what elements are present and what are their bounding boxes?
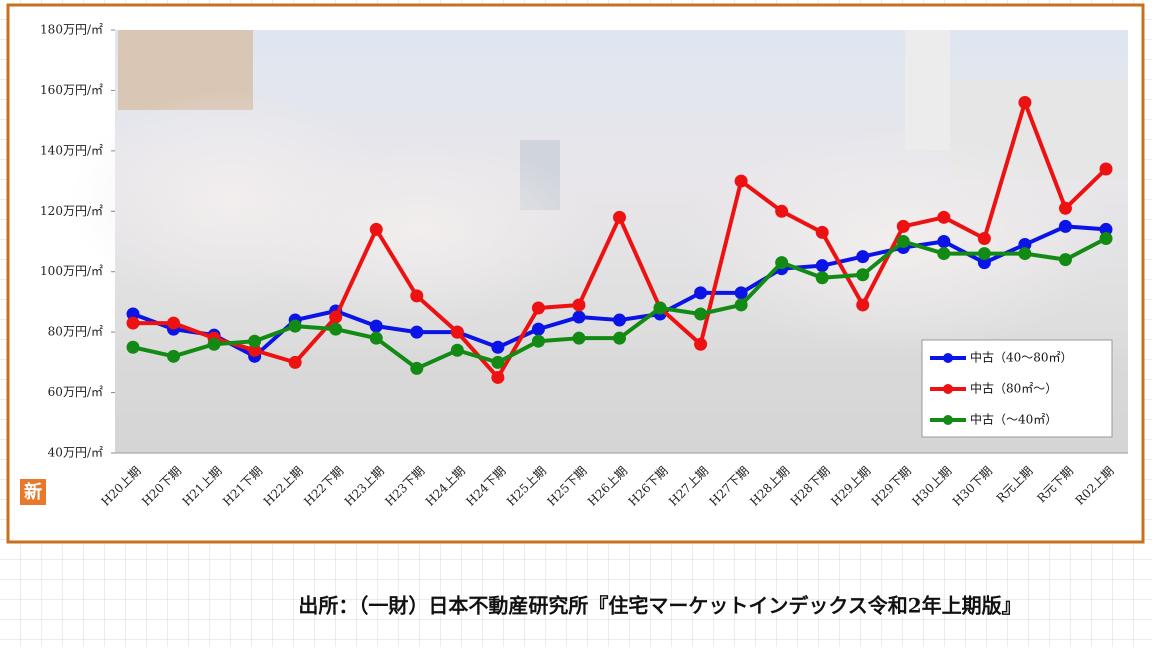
data-point <box>288 319 302 333</box>
data-point <box>491 355 505 369</box>
legend-marker <box>943 415 953 425</box>
data-point <box>491 370 505 384</box>
data-point <box>694 286 708 300</box>
data-point <box>1099 222 1113 236</box>
data-point <box>937 247 951 261</box>
legend-marker <box>943 353 953 363</box>
data-point <box>491 340 505 354</box>
data-point <box>167 316 181 330</box>
data-point <box>329 310 343 324</box>
data-point <box>734 174 748 188</box>
data-point <box>126 316 140 330</box>
y-tick-label: 80万円/㎡ <box>48 325 103 339</box>
data-point <box>410 325 424 339</box>
data-point <box>369 319 383 333</box>
data-point <box>329 322 343 336</box>
data-point <box>896 235 910 248</box>
y-tick-label: 60万円/㎡ <box>48 385 103 399</box>
data-point <box>1018 247 1032 261</box>
data-point <box>977 247 991 261</box>
data-point <box>613 210 626 224</box>
data-point <box>937 210 951 224</box>
data-point <box>288 355 302 369</box>
data-point <box>977 256 991 270</box>
data-point <box>450 343 464 357</box>
data-point <box>896 219 910 233</box>
data-point <box>410 361 424 375</box>
legend-label: 中古（40～80㎡） <box>970 350 1073 365</box>
data-point <box>1018 96 1032 110</box>
data-point <box>734 298 748 312</box>
y-tick-label: 140万円/㎡ <box>40 143 103 157</box>
y-tick-label: 180万円/㎡ <box>40 23 103 37</box>
data-point <box>531 301 545 315</box>
data-point <box>531 334 545 348</box>
data-point <box>613 331 626 345</box>
data-point <box>572 298 586 312</box>
y-tick-label: 100万円/㎡ <box>40 264 103 278</box>
data-point <box>369 331 383 345</box>
y-tick-label: 120万円/㎡ <box>40 204 103 218</box>
data-point <box>977 231 991 245</box>
data-point <box>572 331 586 345</box>
data-point <box>694 337 708 351</box>
data-point <box>1099 162 1113 176</box>
data-point <box>248 343 262 357</box>
data-point <box>369 222 383 236</box>
data-point <box>450 325 464 339</box>
data-point <box>410 289 424 303</box>
data-point <box>1058 219 1072 233</box>
data-point <box>1058 253 1072 267</box>
data-point <box>167 349 181 363</box>
data-point <box>126 307 140 321</box>
data-point <box>856 250 870 264</box>
data-point <box>126 340 140 354</box>
y-tick-label: 160万円/㎡ <box>40 83 103 97</box>
y-tick-label: 40万円/㎡ <box>48 446 103 460</box>
data-point <box>937 235 951 248</box>
data-point <box>775 204 789 218</box>
data-point <box>856 298 870 312</box>
data-point <box>815 225 829 239</box>
data-point <box>1018 238 1032 252</box>
badge-box <box>20 479 46 505</box>
data-point <box>815 259 829 273</box>
source-note: 出所：（一財）日本不動産研究所『住宅マーケットインデックス令和2年上期版』 <box>298 594 1021 618</box>
legend-marker <box>943 384 953 394</box>
data-point <box>815 271 829 285</box>
data-point <box>1058 201 1072 215</box>
legend-label: 中古（80㎡～） <box>970 381 1057 396</box>
data-point <box>856 268 870 282</box>
badge: 新 <box>24 481 42 503</box>
legend-label: 中古（～40㎡） <box>970 412 1057 427</box>
data-point <box>653 301 667 315</box>
data-point <box>613 313 626 327</box>
data-point <box>207 337 221 351</box>
data-point <box>248 334 262 348</box>
data-point <box>572 310 586 324</box>
data-point <box>775 256 789 270</box>
data-point <box>531 322 545 336</box>
data-point <box>694 307 708 321</box>
data-point <box>1099 231 1113 245</box>
data-point <box>734 286 748 300</box>
